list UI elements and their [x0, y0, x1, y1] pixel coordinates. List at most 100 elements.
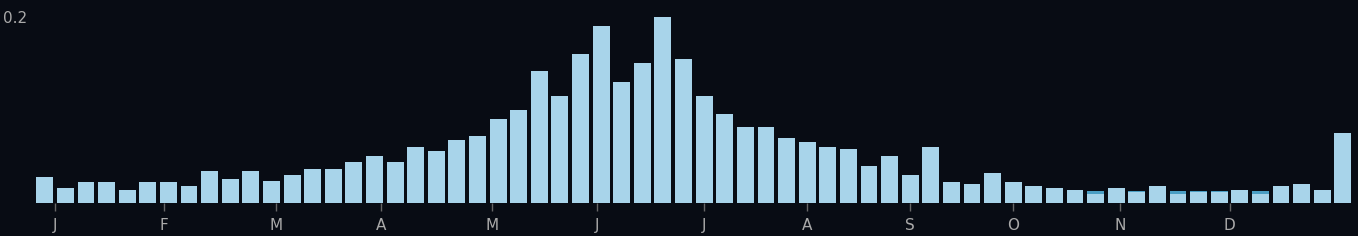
Bar — [201, 191, 219, 203]
Bar — [655, 17, 671, 203]
Bar — [201, 171, 219, 203]
Bar — [1088, 194, 1104, 203]
Bar — [1232, 191, 1248, 203]
Bar — [572, 54, 589, 203]
Bar — [221, 179, 239, 203]
Bar — [181, 186, 197, 203]
Bar — [985, 173, 1001, 203]
Bar — [778, 138, 794, 203]
Bar — [345, 191, 363, 203]
Bar — [118, 191, 136, 203]
Bar — [1025, 186, 1042, 203]
Bar — [1128, 192, 1145, 203]
Bar — [325, 169, 342, 203]
Bar — [243, 191, 259, 203]
Bar — [325, 191, 342, 203]
Bar — [839, 191, 857, 203]
Bar — [57, 188, 73, 203]
Bar — [98, 182, 115, 203]
Bar — [922, 147, 940, 203]
Bar — [469, 136, 486, 203]
Bar — [551, 191, 569, 203]
Bar — [160, 182, 177, 203]
Bar — [799, 143, 816, 203]
Bar — [428, 191, 444, 203]
Bar — [1211, 191, 1228, 203]
Bar — [799, 191, 816, 203]
Bar — [387, 191, 403, 203]
Bar — [1108, 191, 1124, 203]
Bar — [490, 191, 507, 203]
Bar — [614, 191, 630, 203]
Bar — [490, 119, 507, 203]
Bar — [531, 191, 547, 203]
Bar — [881, 156, 898, 203]
Bar — [77, 182, 95, 203]
Bar — [695, 191, 713, 203]
Bar — [551, 96, 569, 203]
Bar — [160, 191, 177, 203]
Bar — [1211, 192, 1228, 203]
Bar — [716, 114, 733, 203]
Bar — [387, 162, 403, 203]
Bar — [263, 181, 280, 203]
Bar — [942, 191, 960, 203]
Bar — [1066, 190, 1084, 203]
Bar — [57, 191, 73, 203]
Bar — [1149, 191, 1167, 203]
Bar — [1088, 191, 1104, 203]
Bar — [1190, 191, 1207, 203]
Bar — [140, 191, 156, 203]
Bar — [1232, 190, 1248, 203]
Bar — [1272, 186, 1290, 203]
Bar — [1128, 191, 1145, 203]
Bar — [304, 169, 320, 203]
Bar — [118, 190, 136, 203]
Bar — [531, 71, 547, 203]
Bar — [1046, 188, 1063, 203]
Bar — [511, 110, 527, 203]
Bar — [758, 126, 774, 203]
Bar — [243, 171, 259, 203]
Bar — [1066, 191, 1084, 203]
Bar — [902, 191, 918, 203]
Bar — [861, 166, 877, 203]
Bar — [1169, 191, 1187, 203]
Bar — [263, 191, 280, 203]
Bar — [1025, 191, 1042, 203]
Bar — [778, 191, 794, 203]
Bar — [1005, 182, 1021, 203]
Bar — [922, 191, 940, 203]
Bar — [1190, 192, 1207, 203]
Bar — [1293, 184, 1310, 203]
Bar — [1313, 190, 1331, 203]
Bar — [345, 162, 363, 203]
Bar — [304, 191, 320, 203]
Bar — [964, 191, 980, 203]
Bar — [655, 191, 671, 203]
Bar — [675, 191, 693, 203]
Bar — [614, 82, 630, 203]
Bar — [592, 191, 610, 203]
Bar — [1005, 191, 1021, 203]
Bar — [511, 191, 527, 203]
Bar — [1046, 191, 1063, 203]
Bar — [861, 191, 877, 203]
Bar — [284, 191, 300, 203]
Bar — [634, 63, 650, 203]
Bar — [1335, 133, 1351, 203]
Bar — [675, 59, 693, 203]
Bar — [716, 191, 733, 203]
Bar — [98, 191, 115, 203]
Bar — [839, 149, 857, 203]
Bar — [1335, 191, 1351, 203]
Bar — [448, 191, 466, 203]
Bar — [37, 177, 53, 203]
Bar — [964, 184, 980, 203]
Bar — [1149, 186, 1167, 203]
Bar — [407, 191, 424, 203]
Bar — [367, 191, 383, 203]
Bar — [819, 191, 837, 203]
Bar — [985, 191, 1001, 203]
Bar — [737, 191, 754, 203]
